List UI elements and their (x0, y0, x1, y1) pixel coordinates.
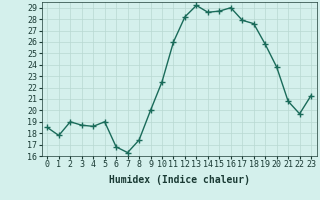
X-axis label: Humidex (Indice chaleur): Humidex (Indice chaleur) (109, 175, 250, 185)
